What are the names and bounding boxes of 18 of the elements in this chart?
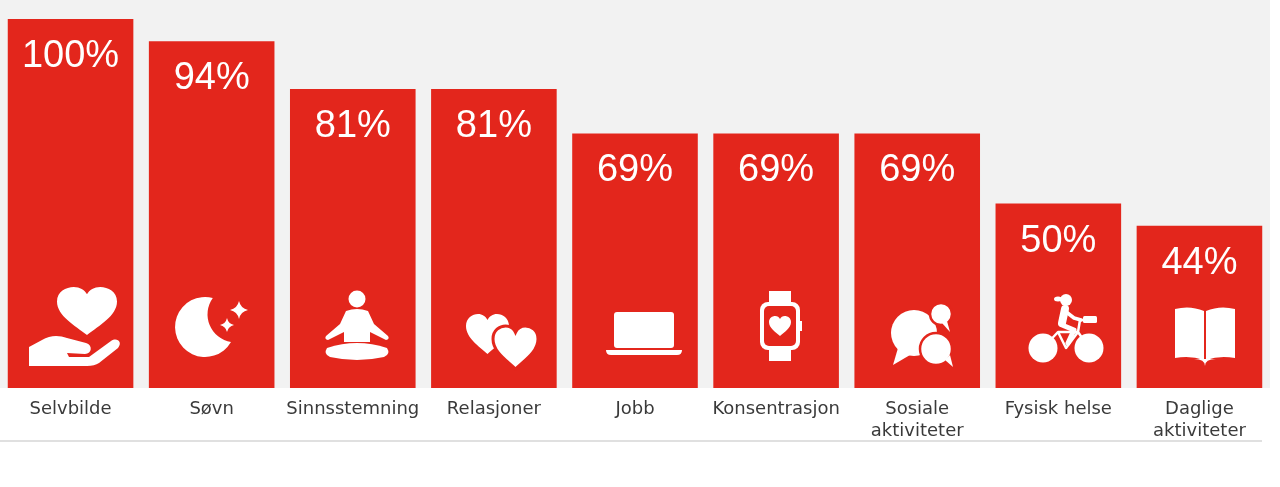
x-tick-label: Jobb xyxy=(614,396,655,418)
x-tick-label: Daglige aktiviteter xyxy=(1153,396,1247,441)
x-tick-label: Sosiale aktiviteter xyxy=(870,396,965,441)
x-tick-label: Søvn xyxy=(189,396,234,418)
data-label: 94% xyxy=(173,55,250,98)
data-label: 69% xyxy=(596,147,674,190)
data-label: 44% xyxy=(1161,239,1238,282)
x-tick-label: Sinnsstemning xyxy=(286,396,420,418)
data-label: 81% xyxy=(455,103,532,146)
data-label: 69% xyxy=(738,147,815,190)
x-tick-label: Konsentrasjon xyxy=(712,396,840,418)
x-tick-label: Selvbilde xyxy=(29,396,112,418)
x-tick-label: Relasjoner xyxy=(446,396,542,418)
data-label: 81% xyxy=(314,103,391,146)
data-label: 100% xyxy=(21,33,120,75)
x-tick-label: Fysisk helse xyxy=(1004,396,1112,418)
data-label: 69% xyxy=(879,147,956,190)
data-label: 50% xyxy=(1020,217,1097,260)
